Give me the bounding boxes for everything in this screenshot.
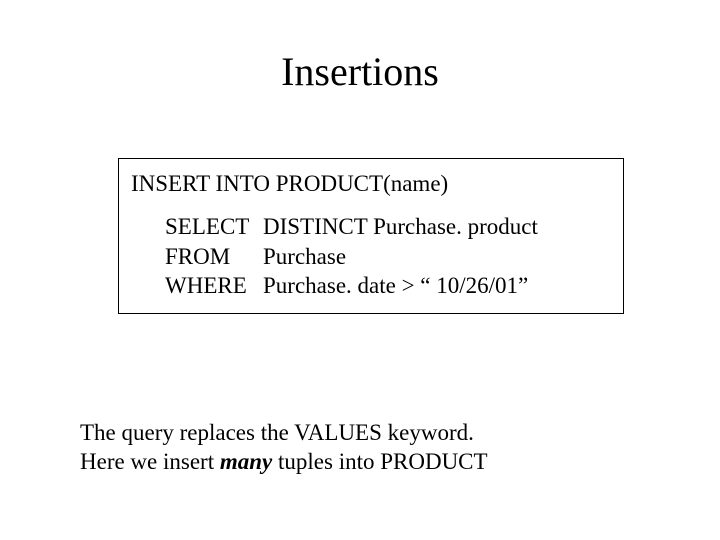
code-select-line: SELECTDISTINCT Purchase. product <box>131 212 611 241</box>
from-rest: Purchase <box>263 244 346 269</box>
sql-code-box: INSERT INTO PRODUCT(name) SELECTDISTINCT… <box>118 158 624 314</box>
line2-part-a: Here we insert <box>80 449 220 474</box>
line2-emphasis: many <box>220 449 272 474</box>
explanation-line-1: The query replaces the VALUES keyword. <box>80 418 488 447</box>
from-keyword: FROM <box>165 242 263 271</box>
explanation-line-2: Here we insert many tuples into PRODUCT <box>80 447 488 476</box>
slide: Insertions INSERT INTO PRODUCT(name) SEL… <box>0 0 720 540</box>
code-insert-line: INSERT INTO PRODUCT(name) <box>131 169 611 198</box>
explanation-text: The query replaces the VALUES keyword. H… <box>80 418 488 477</box>
where-rest: Purchase. date > “ 10/26/01” <box>263 273 528 298</box>
slide-title: Insertions <box>0 48 720 95</box>
code-where-line: WHEREPurchase. date > “ 10/26/01” <box>131 271 611 300</box>
line2-part-c: tuples into PRODUCT <box>272 449 487 474</box>
code-from-line: FROMPurchase <box>131 242 611 271</box>
select-rest: DISTINCT Purchase. product <box>263 214 538 239</box>
select-keyword: SELECT <box>165 212 263 241</box>
where-keyword: WHERE <box>165 271 263 300</box>
